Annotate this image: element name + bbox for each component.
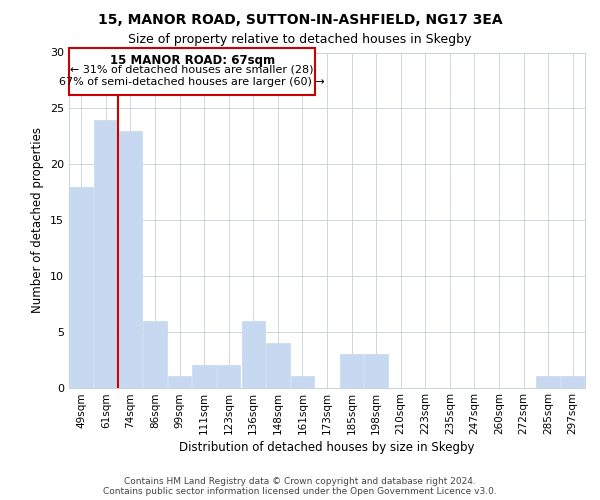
Bar <box>70 48 315 95</box>
Bar <box>168 376 191 388</box>
Text: Contains HM Land Registry data © Crown copyright and database right 2024.: Contains HM Land Registry data © Crown c… <box>124 478 476 486</box>
X-axis label: Distribution of detached houses by size in Skegby: Distribution of detached houses by size … <box>179 442 475 454</box>
Text: Contains public sector information licensed under the Open Government Licence v3: Contains public sector information licen… <box>103 487 497 496</box>
Bar <box>291 376 314 388</box>
Bar <box>119 130 142 388</box>
Bar <box>340 354 363 388</box>
Text: 67% of semi-detached houses are larger (60) →: 67% of semi-detached houses are larger (… <box>59 76 325 86</box>
Text: Size of property relative to detached houses in Skegby: Size of property relative to detached ho… <box>128 32 472 46</box>
Y-axis label: Number of detached properties: Number of detached properties <box>31 127 44 313</box>
Bar <box>561 376 584 388</box>
Bar <box>536 376 560 388</box>
Bar <box>217 365 241 388</box>
Bar <box>266 343 290 388</box>
Bar <box>70 186 93 388</box>
Bar <box>143 320 167 388</box>
Bar <box>193 365 216 388</box>
Text: ← 31% of detached houses are smaller (28): ← 31% of detached houses are smaller (28… <box>70 65 314 75</box>
Text: 15 MANOR ROAD: 67sqm: 15 MANOR ROAD: 67sqm <box>110 54 275 67</box>
Text: 15, MANOR ROAD, SUTTON-IN-ASHFIELD, NG17 3EA: 15, MANOR ROAD, SUTTON-IN-ASHFIELD, NG17… <box>98 12 502 26</box>
Bar <box>364 354 388 388</box>
Bar <box>242 320 265 388</box>
Bar <box>94 120 118 388</box>
